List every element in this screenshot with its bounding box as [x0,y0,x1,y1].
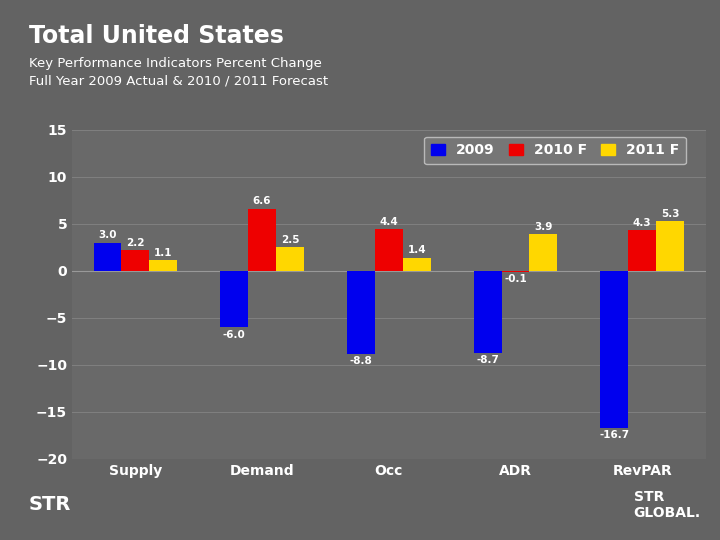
Bar [502,271,529,272]
Text: -16.7: -16.7 [599,430,629,440]
Bar [402,258,431,271]
Bar [149,260,177,271]
Bar [656,221,684,271]
Legend: 2009, 2010 F, 2011 F: 2009, 2010 F, 2011 F [424,137,686,165]
Bar [529,234,557,271]
Text: 6.6: 6.6 [253,197,271,206]
Bar [629,230,656,271]
Text: -8.8: -8.8 [349,356,372,366]
Bar [600,271,629,428]
Text: Total United States: Total United States [29,24,284,48]
Text: 1.4: 1.4 [408,245,426,255]
Text: -0.1: -0.1 [504,274,527,284]
Bar [94,242,122,271]
Text: 4.4: 4.4 [379,217,398,227]
Bar [122,250,149,271]
Bar [220,271,248,327]
Text: 1.1: 1.1 [154,248,173,258]
Text: 3.9: 3.9 [534,222,552,232]
Text: -6.0: -6.0 [222,329,246,340]
Text: -8.7: -8.7 [476,355,499,365]
Bar [248,208,276,271]
Text: STR: STR [29,495,71,515]
Bar [347,271,375,354]
Text: Full Year 2009 Actual & 2010 / 2011 Forecast: Full Year 2009 Actual & 2010 / 2011 Fore… [29,75,328,87]
Text: 4.3: 4.3 [633,218,652,228]
Text: 5.3: 5.3 [661,208,680,219]
Text: 3.0: 3.0 [98,230,117,240]
Bar [375,230,402,271]
Text: STR
GLOBAL.: STR GLOBAL. [634,490,701,520]
Bar [276,247,304,271]
Text: Key Performance Indicators Percent Change: Key Performance Indicators Percent Chang… [29,57,322,70]
Text: 2.2: 2.2 [126,238,145,248]
Text: 2.5: 2.5 [281,235,300,245]
Bar [474,271,502,353]
